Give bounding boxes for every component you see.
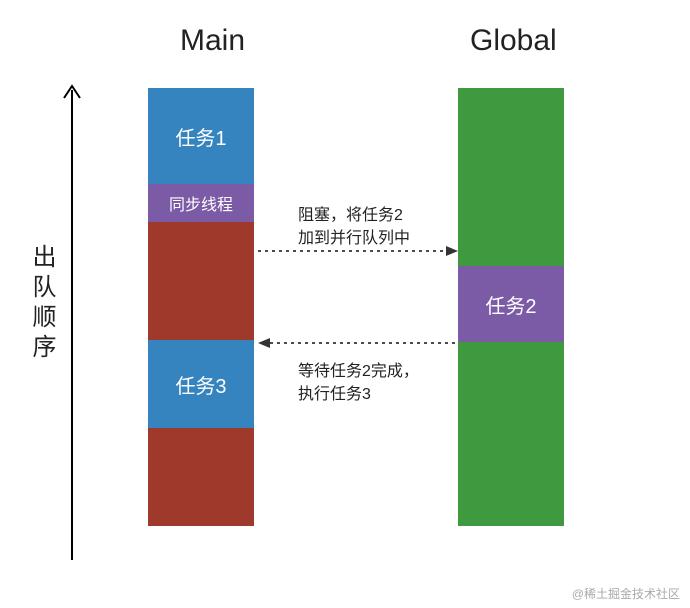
main-header: Main — [180, 24, 245, 58]
note-wait-exec-line2: 执行任务3 — [298, 386, 371, 403]
global-top — [458, 88, 564, 266]
axis-arrow-up — [62, 82, 82, 566]
main-queue-column: 任务1同步线程任务3 — [148, 88, 254, 526]
note-block-push-line2: 加到并行队列中 — [298, 230, 410, 247]
global-header: Global — [470, 24, 557, 58]
note-block-push-line1: 阻塞，将任务2 — [298, 207, 403, 224]
arrow-to-main — [258, 336, 458, 350]
note-wait-exec-line1: 等待任务2完成， — [298, 363, 419, 380]
gap-1 — [148, 222, 254, 340]
note-wait-exec: 等待任务2完成， 执行任务3 — [298, 360, 419, 406]
note-block-push: 阻塞，将任务2 加到并行队列中 — [298, 204, 410, 250]
task-2: 任务2 — [458, 266, 564, 342]
watermark: @稀土掘金技术社区 — [572, 585, 680, 602]
dequeue-order-label: 出队顺序 — [24, 244, 59, 364]
global-bottom — [458, 342, 564, 526]
gap-2 — [148, 428, 254, 526]
sync-thread: 同步线程 — [148, 184, 254, 222]
global-queue-column: 任务2 — [458, 88, 564, 526]
task-1: 任务1 — [148, 88, 254, 184]
task-3: 任务3 — [148, 340, 254, 428]
